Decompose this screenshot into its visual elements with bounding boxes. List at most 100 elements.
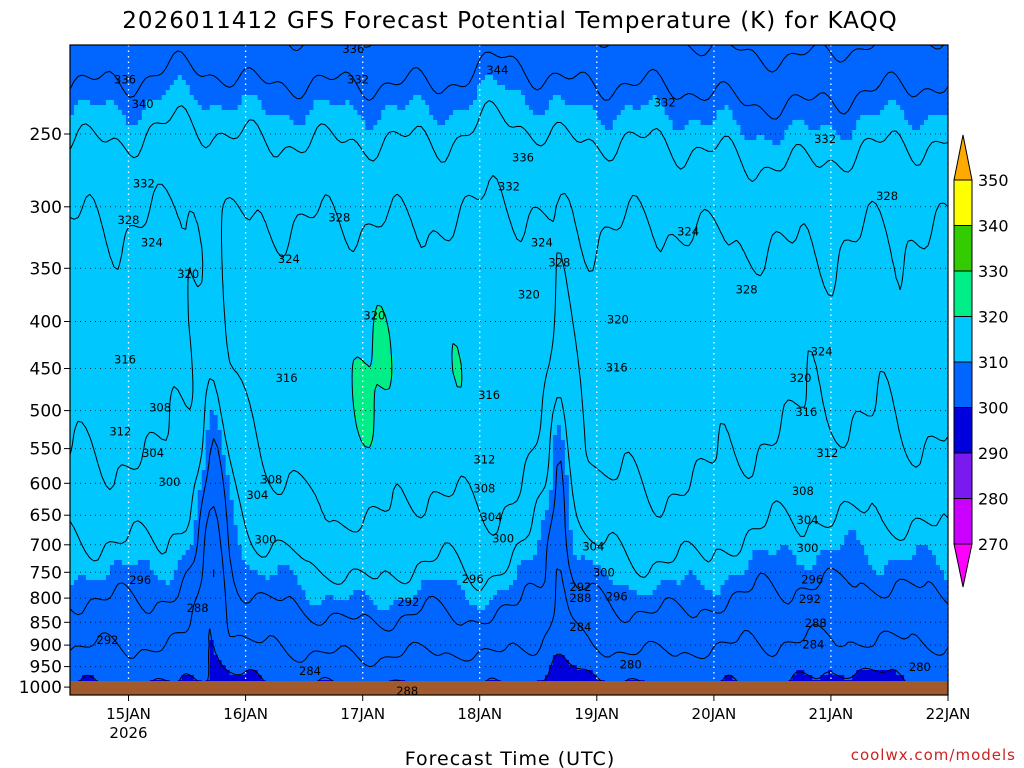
fill-cell: [385, 90, 390, 96]
fill-cell: [389, 85, 394, 91]
fill-cell: [540, 115, 546, 121]
fill-cell: [800, 140, 805, 146]
fill-cell: [580, 125, 586, 131]
fill-cell: [161, 130, 167, 136]
fill-cell: [820, 140, 825, 146]
fill-cell: [636, 100, 642, 106]
fill-cell: [936, 55, 941, 61]
fill-cell: [365, 95, 370, 101]
fill-cell: [305, 70, 311, 76]
fill-cell: [772, 100, 777, 106]
fill-cell: [612, 90, 618, 96]
fill-cell: [792, 90, 797, 96]
fill-cell: [592, 110, 598, 116]
fill-cell: [892, 50, 897, 56]
fill-cell: [740, 85, 746, 91]
fill-cell: [489, 55, 494, 61]
fill-cell: [920, 65, 925, 71]
fill-cell: [369, 115, 374, 121]
fill-cell: [564, 125, 570, 131]
fill-cell: [297, 70, 303, 76]
fill-cell: [161, 60, 167, 66]
fill-cell: [141, 135, 147, 141]
fill-cell: [245, 95, 251, 101]
fill-cell: [876, 130, 881, 136]
fill-cell: [229, 140, 235, 146]
fill-cell: [437, 100, 442, 106]
fill-cell: [349, 125, 354, 131]
fill-cell: [576, 50, 582, 56]
fill-cell: [345, 50, 350, 56]
fill-cell: [612, 125, 618, 131]
fill-cell: [165, 65, 171, 71]
fill-cell: [369, 125, 374, 131]
fill-cell: [800, 145, 805, 151]
fill-cell: [844, 135, 849, 141]
fill-cell: [365, 85, 370, 91]
fill-cell: [840, 85, 845, 91]
fill-cell: [153, 145, 159, 151]
fill-cell: [668, 75, 674, 81]
fill-cell: [437, 45, 442, 51]
fill-cell: [764, 145, 770, 151]
fill-cell: [473, 140, 478, 146]
fill-cell: [520, 140, 526, 146]
fill-cell: [840, 140, 845, 146]
fill-cell: [397, 65, 402, 71]
fill-cell: [369, 90, 374, 96]
fill-cell: [473, 155, 478, 161]
fill-cell: [904, 50, 909, 56]
fill-cell: [628, 110, 634, 116]
fill-cell: [776, 120, 781, 126]
fill-cell: [433, 135, 438, 141]
fill-cell: [397, 105, 402, 111]
fill-cell: [868, 70, 873, 76]
fill-cell: [836, 85, 841, 91]
fill-cell: [357, 60, 362, 66]
fill-cell: [796, 125, 801, 131]
fill-cell: [465, 115, 470, 121]
fill-cell: [808, 50, 813, 56]
fill-cell: [924, 90, 929, 96]
fill-cell: [912, 140, 917, 146]
fill-cell: [481, 125, 486, 131]
fill-cell: [73, 140, 79, 146]
fill-cell: [353, 120, 358, 126]
fill-cell: [325, 145, 331, 151]
fill-cell: [149, 145, 155, 151]
fill-cell: [704, 135, 710, 141]
fill-cell: [740, 115, 746, 121]
fill-cell: [77, 145, 83, 151]
fill-cell: [441, 130, 446, 136]
fill-cell: [524, 120, 530, 126]
fill-cell: [520, 55, 526, 61]
fill-cell: [600, 60, 606, 66]
fill-cell: [377, 60, 382, 66]
fill-cell: [700, 105, 706, 111]
fill-cell: [141, 95, 147, 101]
fill-cell: [748, 145, 754, 151]
fill-cell: [493, 95, 498, 101]
fill-cell: [313, 50, 319, 56]
fill-cell: [592, 90, 598, 96]
fill-cell: [572, 155, 578, 161]
fill-cell: [708, 65, 714, 71]
fill-cell: [636, 130, 642, 136]
fill-cell: [421, 130, 426, 136]
fill-cell: [640, 150, 646, 156]
fill-cell: [173, 50, 179, 56]
fill-cell: [413, 105, 418, 111]
fill-cell: [173, 65, 179, 71]
fill-cell: [888, 105, 893, 111]
fill-cell: [636, 45, 642, 51]
fill-cell: [73, 70, 79, 76]
fill-cell: [309, 120, 315, 126]
fill-cell: [129, 80, 135, 86]
fill-cell: [449, 45, 454, 51]
fill-cell: [393, 110, 398, 116]
fill-cell: [944, 50, 948, 56]
fill-cell: [656, 145, 662, 151]
fill-cell: [888, 90, 893, 96]
fill-cell: [177, 150, 183, 156]
fill-cell: [109, 80, 115, 86]
